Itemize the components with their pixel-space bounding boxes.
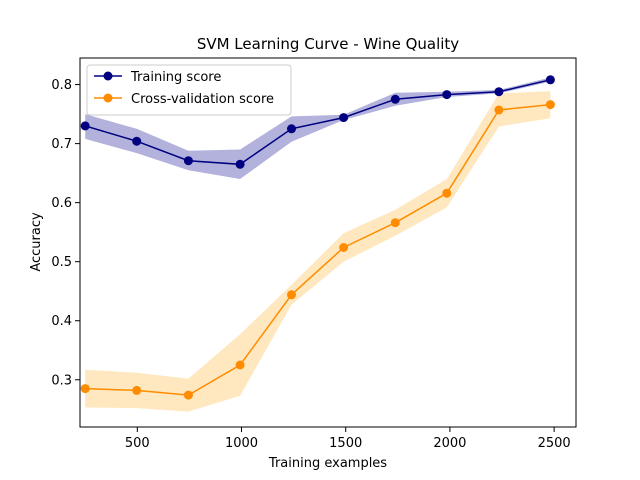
data-point [442,188,452,198]
data-point [132,136,142,146]
data-point [442,90,452,100]
x-tick-label: 500 [125,436,150,451]
data-point [494,87,504,97]
legend: Training score Cross-validation score [86,64,292,116]
data-point [545,75,555,85]
data-point [132,385,142,395]
x-axis-ticks: 500 1000 1500 2000 2500 [125,427,571,451]
legend-label: Training score [130,70,221,85]
legend-box [86,64,292,116]
legend-swatch-marker [103,93,113,103]
data-point [287,290,296,300]
plot-frame [79,57,577,428]
x-tick-label: 1000 [225,436,258,451]
y-tick-label: 0.8 [51,78,72,93]
data-point [183,156,193,166]
y-tick-label: 0.3 [51,373,72,388]
data-point [494,105,504,115]
x-tick-label: 1500 [329,436,362,451]
y-tick-label: 0.5 [51,255,72,270]
y-axis-label: Accuracy [29,212,44,272]
y-axis-ticks: 0.3 0.4 0.5 0.6 0.7 0.8 [51,78,80,388]
legend-swatch-marker [103,71,113,81]
chart-title: SVM Learning Curve - Wine Quality [197,35,459,53]
confidence-bands [85,77,551,412]
data-point [80,121,90,131]
x-tick-label: 2000 [433,436,466,451]
data-point [183,390,193,400]
data-point [390,218,400,228]
data-point [545,100,555,110]
x-tick-label: 2500 [538,436,571,451]
legend-label: Cross-validation score [131,92,274,107]
series-markers [80,75,555,400]
data-point [235,159,245,169]
data-point [287,124,296,134]
x-axis-label: Training examples [268,456,387,471]
y-tick-label: 0.6 [51,196,72,211]
y-tick-label: 0.4 [51,314,72,329]
confidence-band-1 [85,91,551,412]
series-line-0 [84,79,551,166]
data-point [235,360,245,370]
data-point [390,94,400,104]
confidence-band-0 [85,77,551,179]
series-line-1 [85,103,551,396]
data-point [339,243,349,252]
y-tick-label: 0.7 [51,137,72,152]
data-point [80,384,90,394]
series-lines [84,79,551,396]
data-point [339,113,349,123]
